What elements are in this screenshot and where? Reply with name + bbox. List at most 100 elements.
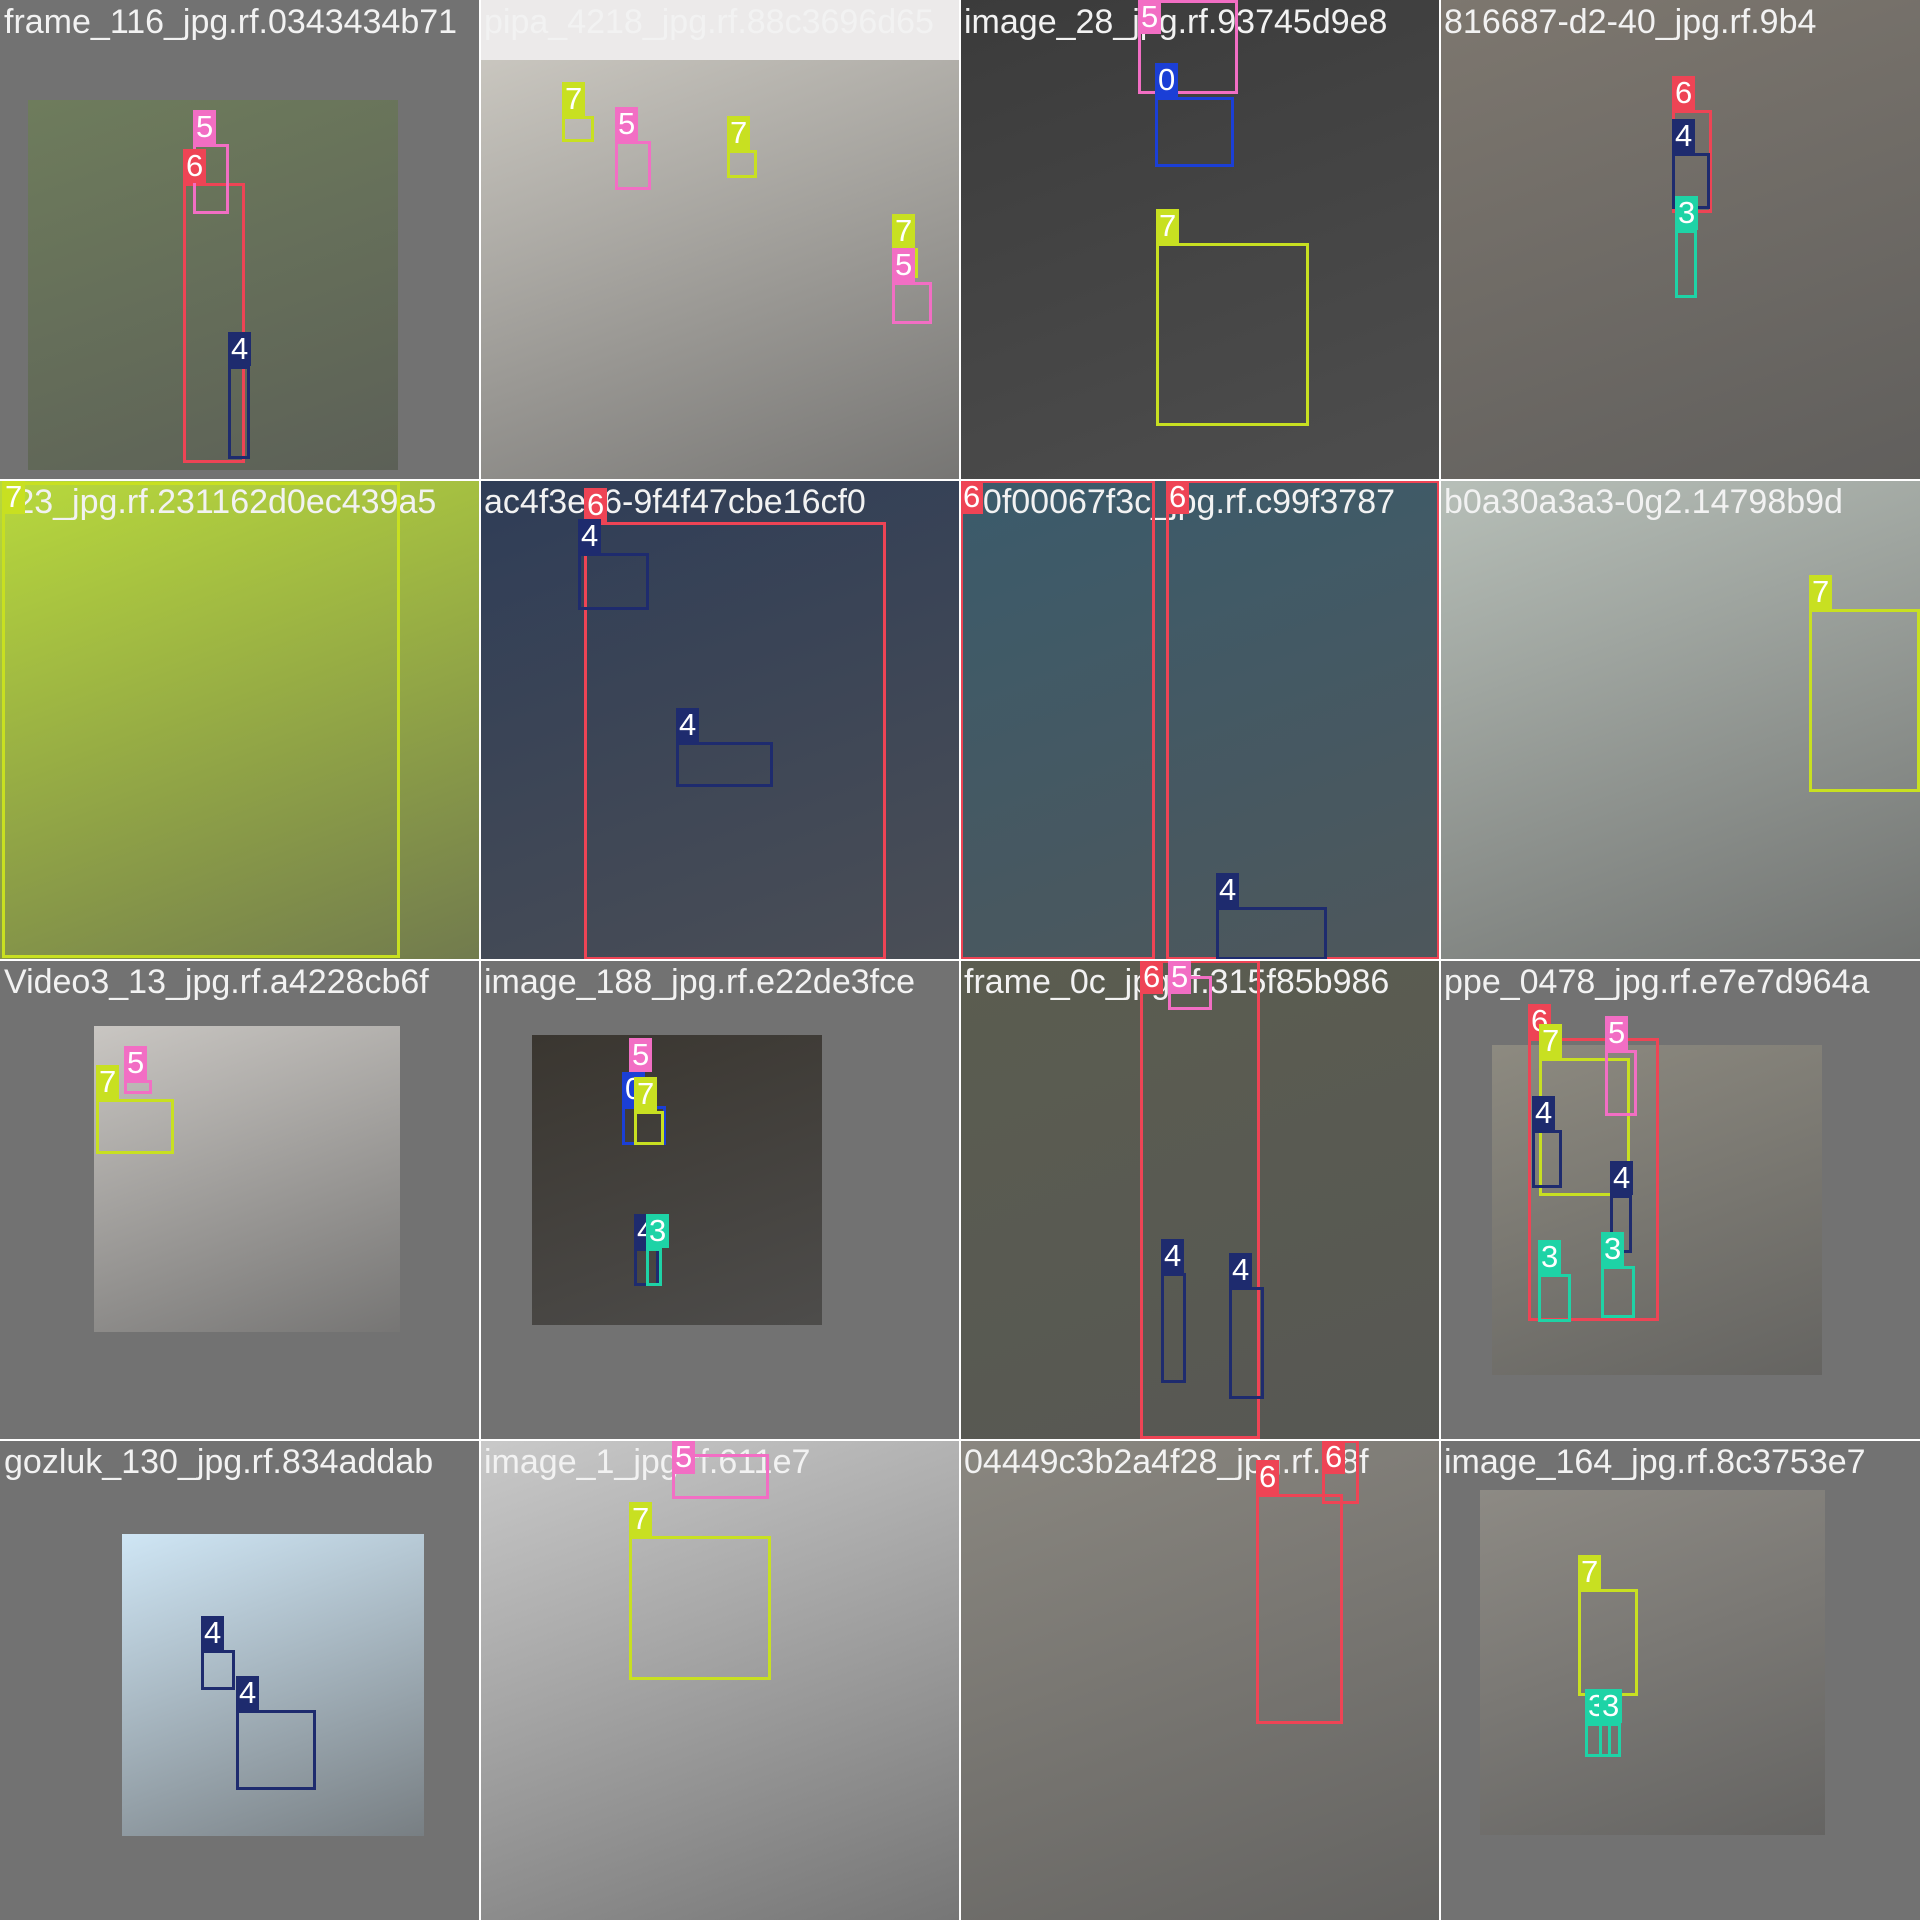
detection-box [892, 282, 932, 324]
class-label: 5 [1168, 960, 1192, 994]
class-label: 7 [1578, 1555, 1602, 1589]
tile-divider [0, 1439, 1920, 1441]
class-label: 3 [1675, 196, 1699, 230]
image-tile: ac4f3ec6-9f4f47cbe16cf0 6 4 4 [480, 480, 960, 960]
image-tile: pipa_4218_jpg.rf.88c3696d65 7 5 7 5 7 [480, 0, 960, 480]
class-label: 7 [562, 82, 586, 116]
class-label: 5 [892, 248, 916, 282]
detection-box [672, 1454, 769, 1499]
class-label: 5 [672, 1440, 696, 1474]
class-label: 5 [615, 107, 639, 141]
image-tile: Video3_13_jpg.rf.a4228cb6f 5 7 [0, 960, 480, 1440]
class-label: 5 [124, 1046, 148, 1080]
detection-box [1166, 480, 1440, 960]
image-filename: image_164_jpg.rf.8c3753e7 [1444, 1443, 1866, 1481]
detection-box [228, 366, 250, 459]
class-label: 7 [892, 214, 916, 248]
detection-box [646, 1248, 662, 1286]
detection-box [727, 150, 757, 178]
image-filename: gozluk_130_jpg.rf.834addab [4, 1443, 434, 1481]
detection-box [562, 116, 594, 142]
detection-box [960, 480, 1155, 960]
class-label: 7 [1809, 575, 1833, 609]
detection-box [1605, 1050, 1637, 1116]
class-label: 7 [727, 116, 751, 150]
class-label: 6 [960, 480, 984, 514]
class-label: 6 [584, 488, 608, 522]
detection-box [183, 183, 245, 463]
detection-box [236, 1710, 316, 1790]
detection-box [1599, 1723, 1621, 1757]
image-tile: frame_0c_jpg.rf.315f85b9866544 [960, 960, 1440, 1440]
image-filename: image_188_jpg.rf.e22de3fce [484, 963, 915, 1001]
detection-box [1140, 960, 1260, 1439]
class-label: 4 [676, 708, 700, 742]
image-filename: r23_jpg.rf.231162d0ec439a5 [4, 483, 437, 521]
detection-box [1156, 243, 1309, 426]
image-tile: image_188_jpg.rf.e22de3fce50743 [480, 960, 960, 1440]
image-tile: 816687-d2-40_jpg.rf.9b4 6 4 3 [1440, 0, 1920, 480]
photo-image [480, 1440, 960, 1920]
class-label: 7 [634, 1077, 658, 1111]
class-label: 4 [1610, 1161, 1634, 1195]
class-label: 4 [1161, 1239, 1185, 1273]
image-filename: 816687-d2-40_jpg.rf.9b4 [1444, 3, 1817, 41]
class-label: 4 [578, 519, 602, 553]
image-filename: Video3_13_jpg.rf.a4228cb6f [4, 963, 429, 1001]
detection-box [1538, 1274, 1571, 1322]
class-label: 7 [1539, 1024, 1563, 1058]
detection-box [1528, 1038, 1659, 1321]
detection-box [1601, 1266, 1635, 1318]
class-label: 6 [1322, 1440, 1346, 1474]
tile-divider [0, 959, 1920, 961]
detection-box [1675, 230, 1697, 298]
tile-divider [1439, 0, 1441, 1920]
detection-box [1256, 1494, 1343, 1724]
class-label: 4 [236, 1676, 260, 1710]
image-filename: b0a30a3a3-0g2.14798b9d [1444, 483, 1843, 521]
class-label: 4 [1229, 1253, 1253, 1287]
class-label: 4 [1532, 1096, 1556, 1130]
detection-box [2, 482, 400, 958]
class-label: 6 [1140, 960, 1164, 994]
class-label: 3 [1599, 1689, 1623, 1723]
class-label: 6 [1166, 480, 1190, 514]
class-label: 3 [1601, 1232, 1625, 1266]
photo-image [1480, 1490, 1825, 1835]
class-label: 7 [96, 1065, 120, 1099]
photo-image [0, 480, 480, 960]
image-tile: image_164_jpg.rf.8c3753e7 7 3 3 [1440, 1440, 1920, 1920]
detection-box [676, 742, 773, 787]
detection-box [201, 1650, 235, 1690]
photo-image [28, 100, 398, 470]
detection-box [584, 522, 886, 960]
image-filename: pipa_4218_jpg.rf.88c3696d65 [484, 3, 934, 41]
image-filename: image_28_jpg.rf.93745d9e8 [964, 3, 1388, 41]
class-label: 7 [2, 480, 26, 514]
photo-image [480, 480, 960, 960]
photo-image [1440, 480, 1920, 960]
class-label: 6 [183, 149, 207, 183]
detection-box [1229, 1287, 1264, 1399]
image-tile: gozluk_130_jpg.rf.834addab 4 4 [0, 1440, 480, 1920]
class-label: 7 [629, 1502, 653, 1536]
detection-box [1216, 907, 1327, 960]
detection-box [1585, 1723, 1611, 1757]
detection-box [615, 141, 651, 190]
photo-image [122, 1534, 424, 1836]
image-filename: ac4f3ec6-9f4f47cbe16cf0 [484, 483, 866, 521]
class-label: 4 [228, 332, 252, 366]
image-tile: r23_jpg.rf.231162d0ec439a5 7 [0, 480, 480, 960]
image-tile: frame_116_jpg.rf.0343434b71 6 5 4 [0, 0, 480, 480]
class-label: 4 [201, 1616, 225, 1650]
detection-box [1532, 1130, 1562, 1188]
image-tile: image_1_jpg.rf.611e7 5 7 [480, 1440, 960, 1920]
image-tile: 00f00067f3c_jpg.rf.c99f3787664 [960, 480, 1440, 960]
detection-box [1155, 97, 1234, 167]
detection-box [629, 1536, 771, 1680]
class-label: 6 [1672, 76, 1696, 110]
image-filename: 04449c3b2a4f28_jpg.rf.38f [964, 1443, 1369, 1481]
class-label: 5 [1138, 0, 1162, 34]
class-label: 5 [629, 1038, 653, 1072]
